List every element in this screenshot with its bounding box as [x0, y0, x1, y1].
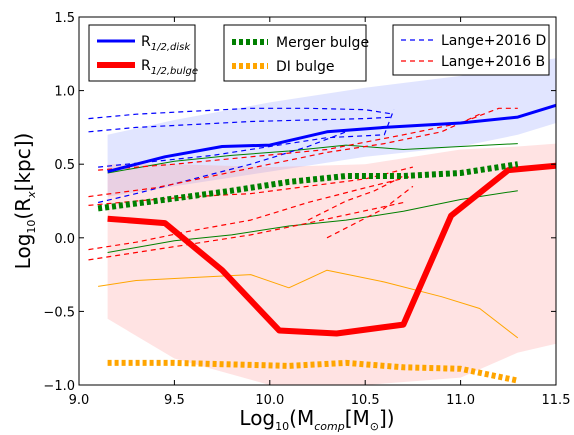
- axis-ticks: 9.0 9.5 10.0 10.5 11.0 11.5 −1.0 −0.5 0.0 0.5 1.0 1…: [43, 11, 570, 408]
- y-tick-label: 0.0: [54, 232, 75, 247]
- x-tick-label: 11.5: [542, 393, 571, 408]
- x-tick-label: 11.0: [446, 393, 475, 408]
- legend-disk-bulge: R1/2,disk R1/2,bulge: [88, 24, 198, 82]
- series-line-0: [107, 103, 556, 174]
- series-line-17: [326, 185, 414, 239]
- series-line-15: [88, 201, 404, 261]
- y-tick-label: 1.5: [54, 11, 75, 26]
- series-line-6: [98, 269, 519, 339]
- legend-lange: Lange+2016 D Lange+2016 B: [392, 24, 550, 76]
- series-line-7: [88, 107, 394, 120]
- series-line-2: [97, 161, 519, 212]
- series-line-1: [107, 162, 556, 337]
- y-tick-label: 0.5: [54, 158, 75, 173]
- legend-merger-di: Merger bulge DI bulge: [223, 24, 369, 82]
- series-lines: [88, 103, 556, 384]
- series-line-11: [98, 107, 518, 171]
- plot-frame: [78, 16, 557, 386]
- series-line-8: [88, 116, 394, 133]
- series-line-4: [107, 143, 518, 174]
- legend-label-bulge: R1/2,bulge: [141, 58, 198, 77]
- legend-label-lange-b: Lange+2016 B: [441, 54, 545, 70]
- series-line-14: [88, 175, 414, 251]
- x-tick-label: 9.5: [164, 393, 185, 408]
- band-1: [107, 143, 556, 385]
- shaded-bands: [107, 58, 556, 385]
- y-tick-label: 1.0: [54, 85, 75, 100]
- legend-label-di: DI bulge: [276, 59, 335, 75]
- series-line-10: [97, 131, 347, 204]
- series-line-3: [107, 359, 519, 384]
- y-axis-label: Log10(Rx[kpc]): [11, 133, 38, 270]
- x-tick-label: 9.0: [69, 393, 90, 408]
- legend-label-lange-d: Lange+2016 D: [441, 33, 546, 49]
- x-tick-label: 10.0: [255, 393, 284, 408]
- x-axis-label: Log10(Mcomp[M⊙]): [239, 406, 394, 433]
- series-line-16: [307, 175, 404, 221]
- legend-label-disk: R1/2,disk: [141, 34, 191, 53]
- legend-label-merger: Merger bulge: [276, 35, 369, 51]
- y-tick-label: −0.5: [43, 305, 75, 320]
- band-0: [107, 58, 556, 197]
- x-tick-label: 10.5: [351, 393, 380, 408]
- y-tick-label: −1.0: [43, 379, 75, 394]
